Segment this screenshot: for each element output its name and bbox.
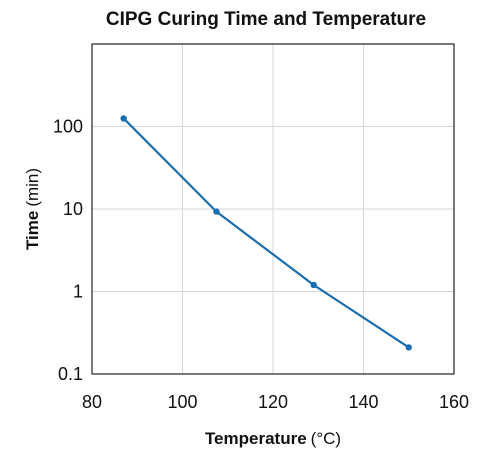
x-tick-label: 160 [439, 392, 469, 412]
y-axis-title-unit: (min) [23, 168, 42, 207]
x-tick-label: 140 [348, 392, 378, 412]
tick-labels: 80 100 120 140 160 0.1 1 10 100 [53, 117, 469, 413]
data-point [120, 115, 127, 122]
x-tick-label: 120 [258, 392, 288, 412]
x-axis-title-unit: (°C) [311, 429, 341, 448]
y-axis-title-main: Time [23, 211, 42, 250]
y-tick-label: 100 [53, 117, 83, 137]
x-tick-label: 80 [82, 392, 102, 412]
data-point [310, 281, 317, 289]
data-point [405, 344, 412, 351]
chart-title: CIPG Curing Time and Temperature [106, 9, 426, 30]
series-line [122, 117, 410, 349]
data-point [213, 208, 220, 215]
y-tick-label: 1 [73, 282, 83, 302]
plot-frame [91, 43, 455, 375]
x-axis-title-main: Temperature [205, 429, 307, 448]
series-layer [120, 115, 412, 351]
y-tick-label: 0.1 [58, 364, 83, 384]
grid [92, 44, 454, 374]
y-tick-label: 10 [63, 199, 83, 219]
x-tick-label: 100 [167, 392, 197, 412]
x-axis-title: Temperature (°C) [205, 429, 341, 448]
y-axis-title: Time (min) [23, 168, 42, 250]
